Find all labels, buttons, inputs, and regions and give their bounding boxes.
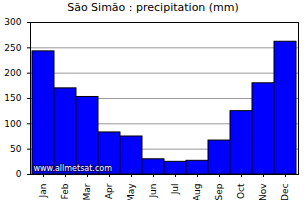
svg-text:Nov: Nov: [258, 183, 268, 200]
svg-text:Jan: Jan: [38, 184, 48, 199]
svg-text:Feb: Feb: [60, 183, 70, 199]
svg-text:100: 100: [4, 119, 21, 129]
svg-text:200: 200: [4, 68, 21, 78]
svg-text:Aug: Aug: [192, 184, 202, 200]
svg-text:Apr: Apr: [104, 183, 114, 199]
svg-text:Dec: Dec: [280, 183, 290, 200]
html-text:São Simão : precipitation (mm): São Simão : precipitation (mm): [67, 1, 239, 14]
svg-text:50: 50: [10, 144, 22, 154]
svg-text:www.allmetsat.com: www.allmetsat.com: [34, 164, 113, 173]
svg-text:May: May: [126, 183, 136, 200]
svg-text:150: 150: [4, 93, 21, 103]
svg-text:0: 0: [16, 169, 22, 179]
svg-text:Jun: Jun: [148, 184, 158, 199]
svg-text:250: 250: [4, 43, 21, 53]
svg-text:Mar: Mar: [82, 183, 92, 200]
svg-text:Oct: Oct: [236, 183, 246, 199]
svg-text:Jul: Jul: [170, 184, 180, 196]
svg-text:300: 300: [4, 17, 21, 27]
svg-text:Sep: Sep: [214, 183, 224, 200]
